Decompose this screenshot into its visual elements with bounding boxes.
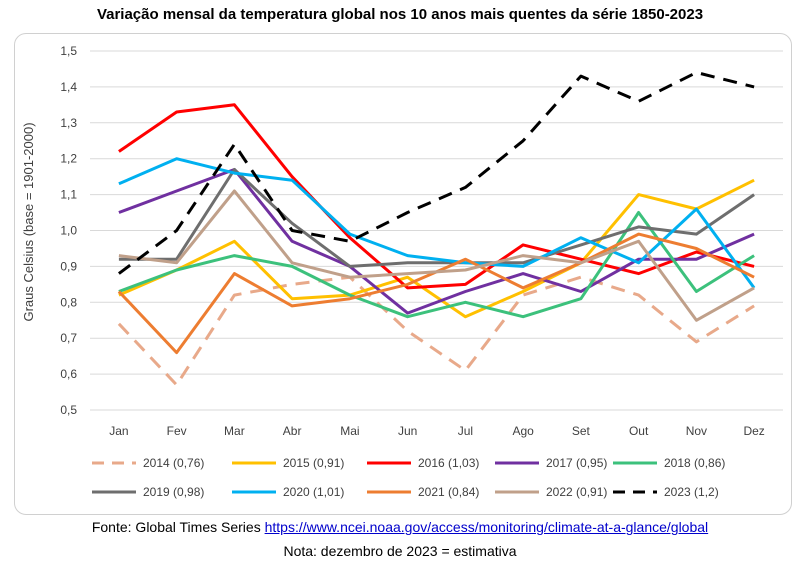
source-label: Fonte: Global Times Series [91, 519, 265, 535]
legend-label: 2020 (1,01) [283, 485, 344, 499]
series-line [118, 178, 755, 319]
series-line [118, 168, 755, 315]
source-line: Fonte: Global Times Series https://www.n… [0, 519, 800, 535]
legend-label: 2019 (0,98) [143, 485, 204, 499]
y-tick-label: 0,7 [60, 331, 77, 345]
x-tick-label: Mar [224, 424, 245, 438]
y-tick-label: 1,3 [60, 116, 77, 130]
line-chart: 0,5 0,6 0,7 0,8 0,9 1,0 1,1 1,2 1,3 1,4 1,5 Jan Fev… [21, 44, 783, 499]
series-line [117, 275, 755, 387]
chart-frame [14, 33, 792, 515]
y-tick-label: 1,4 [60, 80, 77, 94]
x-tick-label: Set [572, 424, 591, 438]
x-tick-label: Fev [167, 424, 187, 438]
y-tick-labels: 0,5 0,6 0,7 0,8 0,9 1,0 1,1 1,2 1,3 1,4 1,5 [60, 44, 77, 417]
legend-label: 2016 (1,03) [418, 456, 479, 470]
chart-title: Variação mensal da temperatura global no… [96, 6, 704, 23]
note-text: Nota: dezembro de 2023 = estimativa [283, 543, 517, 559]
y-tick-label: 1,2 [60, 152, 77, 166]
y-tick-label: 1,5 [60, 44, 77, 58]
x-tick-label: Dez [743, 424, 764, 438]
y-tick-label: 1,0 [60, 224, 77, 238]
legend-label: 2021 (0,84) [418, 485, 479, 499]
x-tick-labels: Jan Fev Mar Abr Mai Jun Jul Ago Set Out Nov Dez [109, 424, 765, 438]
x-tick-label: Jun [398, 424, 417, 438]
x-tick-label: Jan [109, 424, 128, 438]
legend: 2014 (0,76) 2015 (0,91) 2016 (1,03) 2017 (0… [92, 456, 725, 499]
series-line [118, 211, 755, 319]
x-tick-label: Ago [512, 424, 534, 438]
x-tick-label: Jul [458, 424, 473, 438]
y-tick-label: 0,8 [60, 295, 77, 309]
legend-label: 2014 (0,76) [143, 456, 204, 470]
y-tick-label: 0,9 [60, 259, 77, 273]
series-line [118, 168, 755, 268]
x-tick-label: Out [629, 424, 649, 438]
legend-label: 2015 (0,91) [283, 456, 344, 470]
x-tick-label: Nov [686, 424, 707, 438]
series-line [118, 71, 755, 275]
y-tick-label: 0,5 [60, 403, 77, 417]
y-tick-label: 1,1 [60, 188, 77, 202]
legend-label: 2023 (1,2) [664, 485, 719, 499]
series-line [118, 189, 755, 322]
legend-label: 2022 (0,91) [546, 485, 607, 499]
legend-label: 2017 (0,95) [546, 456, 607, 470]
source-link[interactable]: https://www.ncei.noaa.gov/access/monitor… [264, 519, 709, 535]
legend-label: 2018 (0,86) [664, 456, 725, 470]
series-lines [117, 71, 756, 387]
y-axis-label: Graus Celsius (base = 1901-2000) [21, 122, 36, 321]
y-tick-label: 0,6 [60, 367, 77, 381]
x-tick-label: Mai [340, 424, 359, 438]
series-line [118, 103, 755, 290]
x-tick-label: Abr [283, 424, 302, 438]
